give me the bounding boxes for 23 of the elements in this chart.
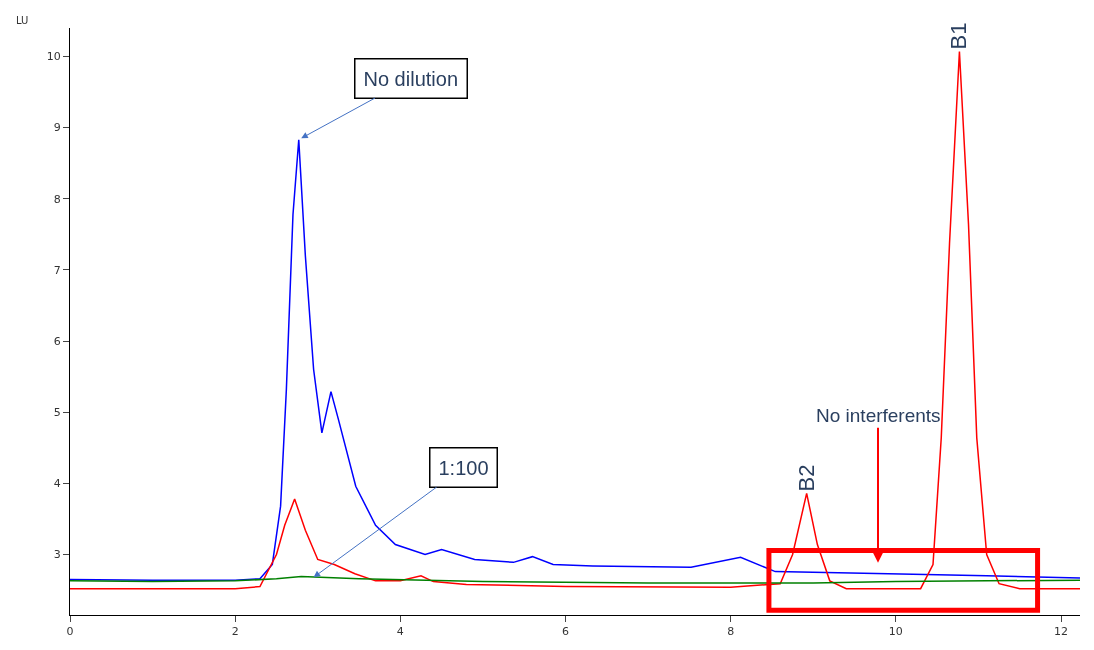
x-tick-label: 0 bbox=[66, 625, 74, 639]
y-tick-label: 7 bbox=[53, 263, 61, 277]
x-tick-label: 6 bbox=[562, 625, 569, 639]
y-tick-label: 3 bbox=[53, 548, 61, 562]
annotation: B2 bbox=[793, 464, 819, 492]
y-tick-label: 5 bbox=[53, 406, 61, 420]
y-tick-label: 4 bbox=[53, 477, 61, 491]
y-tick-label: 9 bbox=[53, 121, 61, 135]
annotation: No dilution bbox=[363, 67, 459, 90]
y-tick-label: 8 bbox=[53, 192, 61, 206]
y-tick-label: 6 bbox=[53, 334, 61, 348]
annotation: B1 bbox=[946, 22, 972, 50]
x-tick-label: 2 bbox=[231, 625, 239, 639]
y-tick-label: 10 bbox=[46, 50, 61, 64]
x-tick-label: 12 bbox=[1054, 625, 1069, 639]
x-tick-label: 8 bbox=[727, 625, 735, 639]
line-series bbox=[70, 138, 1080, 581]
y-axis-title: LU bbox=[16, 15, 29, 26]
x-tick-label: 4 bbox=[396, 625, 404, 639]
annotation: 1:100 bbox=[438, 456, 489, 479]
x-tick-label: 10 bbox=[888, 625, 903, 639]
line-series bbox=[70, 575, 1080, 584]
annotation: No interferents bbox=[816, 405, 941, 426]
